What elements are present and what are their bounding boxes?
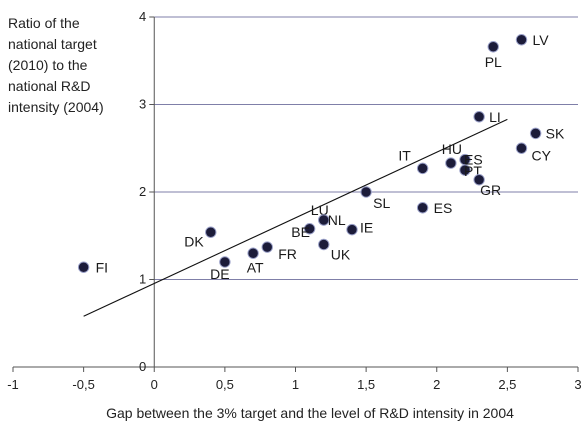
data-point xyxy=(459,164,471,176)
y-axis-label-line: (2010) to the xyxy=(8,57,88,73)
y-axis-label-line: Ratio of the xyxy=(8,15,80,31)
point-label: HU xyxy=(442,141,462,157)
data-point xyxy=(346,223,358,236)
y-tick-label: 1 xyxy=(139,272,146,287)
y-axis-label-line: intensity (2004) xyxy=(8,99,104,115)
tick-labels: -1 -0,5 0 0,5 1 1,5 2 2,5 3 0 1 2 3 4 xyxy=(7,9,581,392)
y-axis-label: Ratio of the national target (2010) to the… xyxy=(8,15,104,115)
point-label: IE xyxy=(360,220,373,236)
y-axis-label-line: national R&D xyxy=(8,78,91,94)
x-tick-label: 1 xyxy=(292,377,299,392)
point-label: ES xyxy=(434,200,453,216)
x-axis-label: Gap between the 3% target and the level … xyxy=(106,405,514,421)
x-tick-label: 1,5 xyxy=(357,377,375,392)
x-tick-label: 2,5 xyxy=(498,377,516,392)
axes xyxy=(12,16,579,372)
trendline-group xyxy=(83,118,508,317)
point-label: DK xyxy=(184,233,204,249)
data-point xyxy=(318,214,330,226)
data-point xyxy=(473,111,485,123)
point-label: SL xyxy=(373,195,390,211)
data-point xyxy=(445,157,457,169)
point-label: FI xyxy=(96,259,108,275)
data-point xyxy=(77,261,90,273)
y-tick-label: 2 xyxy=(139,184,146,199)
point-label: LU xyxy=(311,202,329,218)
point-label: SK xyxy=(546,125,565,141)
y-axis-label-line: national target xyxy=(8,36,97,52)
data-point xyxy=(219,256,231,268)
point-label: UK xyxy=(331,247,351,263)
data-point xyxy=(360,186,372,198)
point-label: AT xyxy=(247,259,264,275)
point-label: ES xyxy=(464,152,483,168)
x-tick-label: 0 xyxy=(151,377,158,392)
point-label: DE xyxy=(210,266,229,282)
y-tick-label: 0 xyxy=(139,359,146,374)
data-point xyxy=(247,247,259,259)
data-point xyxy=(416,202,429,214)
x-tick-label: 2 xyxy=(433,377,440,392)
point-label: CY xyxy=(532,147,552,163)
data-point xyxy=(515,142,528,154)
gridlines xyxy=(154,16,578,280)
trendline xyxy=(83,118,508,317)
x-tick-label: -0,5 xyxy=(72,377,94,392)
data-point xyxy=(303,223,316,235)
data-point xyxy=(473,174,485,186)
data-point xyxy=(529,127,542,140)
point-label: LI xyxy=(489,109,501,125)
point-label: BE xyxy=(291,224,310,240)
point-label: LV xyxy=(533,32,550,48)
point-label: NL xyxy=(328,212,346,228)
data-point xyxy=(205,226,217,238)
point-label: FR xyxy=(278,246,297,262)
x-tick-label: -1 xyxy=(7,377,19,392)
point-label: GR xyxy=(480,182,501,198)
y-tick-label: 3 xyxy=(139,97,146,112)
x-tick-label: 3 xyxy=(574,377,581,392)
data-point xyxy=(261,241,273,253)
data-point xyxy=(487,41,499,53)
y-tick-label: 4 xyxy=(139,9,146,24)
x-tick-label: 0,5 xyxy=(216,377,234,392)
data-point xyxy=(515,34,528,46)
data-point xyxy=(318,238,330,251)
point-label: PL xyxy=(485,54,502,70)
point-label: IT xyxy=(398,147,411,163)
data-point xyxy=(416,162,429,175)
